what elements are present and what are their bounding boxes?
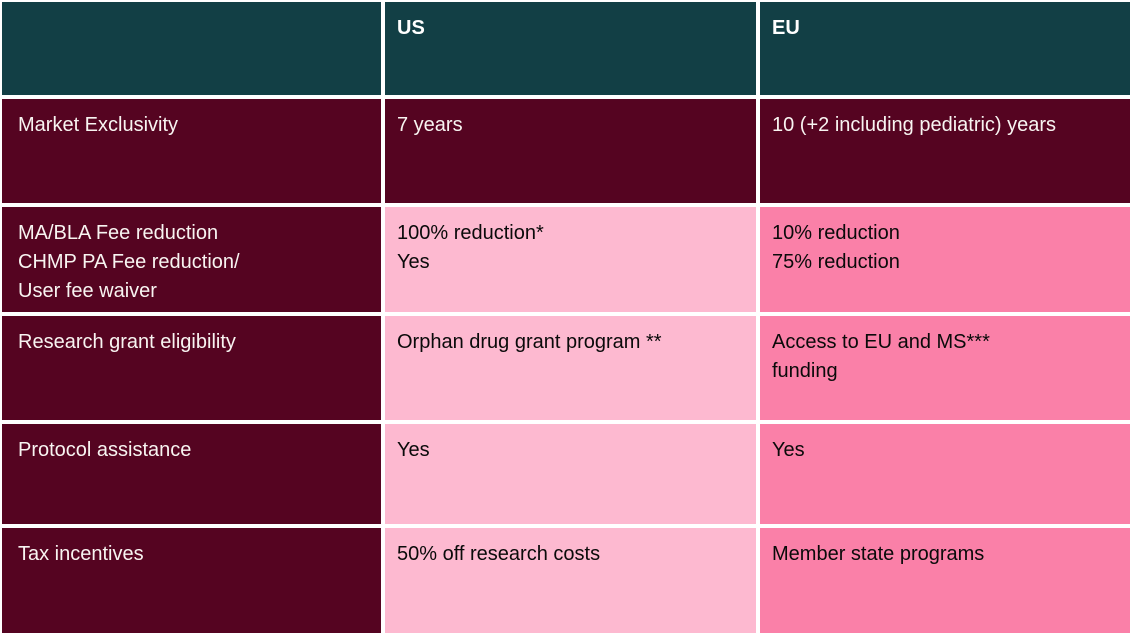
header-eu-cell: EU [760,2,1130,95]
us-value-tax-incentives: 50% off research costs [385,528,756,633]
us-value-fee-reduction: 100% reduction* Yes [385,207,756,312]
header-us-cell: US [385,2,756,95]
us-value-market-exclusivity: 7 years [385,99,756,203]
eu-value-research-grant: Access to EU and MS*** funding [760,316,1130,420]
eu-value-fee-reduction: 10% reduction 75% reduction [760,207,1130,312]
us-value-research-grant: Orphan drug grant program ** [385,316,756,420]
row-label-market-exclusivity: Market Exclusivity [2,99,381,203]
row-label-fee-reduction: MA/BLA Fee reduction CHMP PA Fee reducti… [2,207,381,312]
header-empty-cell [2,2,381,95]
us-value-protocol-assistance: Yes [385,424,756,524]
eu-value-market-exclusivity: 10 (+2 including pediatric) years [760,99,1130,203]
eu-value-protocol-assistance: Yes [760,424,1130,524]
eu-value-tax-incentives: Member state programs [760,528,1130,633]
row-label-tax-incentives: Tax incentives [2,528,381,633]
row-label-protocol-assistance: Protocol assistance [2,424,381,524]
row-label-research-grant: Research grant eligibility [2,316,381,420]
